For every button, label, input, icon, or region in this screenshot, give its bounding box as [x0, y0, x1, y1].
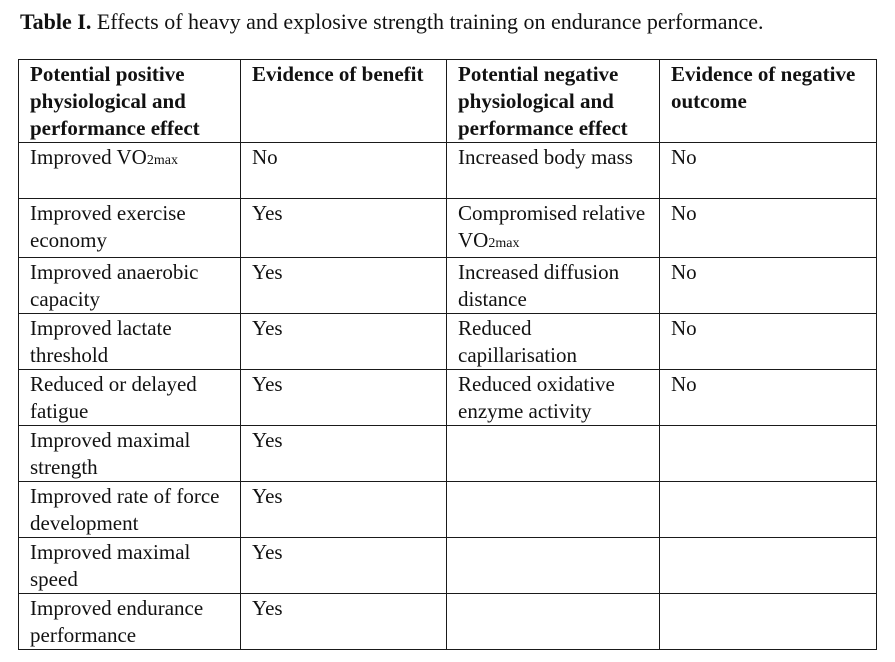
cell-positive-effect-text: Improved maximal strength — [30, 428, 191, 479]
cell-evidence-benefit-text: No — [252, 145, 278, 169]
cell-positive-effect-text: Improved exercise economy — [30, 201, 186, 252]
cell-evidence-negative: No — [659, 198, 877, 258]
cell-evidence-benefit: Yes — [240, 198, 447, 258]
table-row: Reduced or delayed fatigue Yes Reduced oxi… — [18, 369, 877, 426]
cell-evidence-benefit-text: Yes — [252, 316, 283, 340]
cell-positive-effect: Improved maximal strength — [18, 425, 241, 482]
cell-evidence-negative-text: No — [671, 145, 697, 169]
header-negative-effect: Potential negative physiological and per… — [446, 59, 660, 143]
table-row: Improved endurance performance Yes — [18, 593, 877, 650]
cell-positive-effect: Improved rate of force development — [18, 481, 241, 538]
cell-negative-effect-text: Compromised relative VO — [458, 201, 646, 252]
cell-evidence-benefit-text: Yes — [252, 540, 283, 564]
cell-evidence-benefit: Yes — [240, 257, 447, 314]
cell-positive-effect: Improved lactate threshold — [18, 313, 241, 370]
cell-evidence-benefit-text: Yes — [252, 201, 283, 225]
cell-evidence-negative: No — [659, 313, 877, 370]
cell-evidence-negative-text: No — [671, 260, 697, 284]
table-row: Improved VO2max No Increased body mass No — [18, 142, 877, 199]
cell-positive-effect-text: Improved anaerobic capacity — [30, 260, 199, 311]
table-row: Improved rate of force development Yes — [18, 481, 877, 538]
cell-negative-effect — [446, 537, 660, 594]
table-caption-text: Effects of heavy and explosive strength … — [91, 9, 764, 34]
header-evidence-negative: Evidence of negative outcome — [659, 59, 877, 143]
cell-negative-effect-text: Increased body mass — [458, 145, 633, 169]
table-row: Improved maximal strength Yes — [18, 425, 877, 482]
cell-negative-effect-text: Increased diffusion distance — [458, 260, 620, 311]
cell-negative-effect — [446, 593, 660, 650]
cell-negative-effect-text: Reduced capillarisation — [458, 316, 577, 367]
cell-positive-effect: Improved exercise economy — [18, 198, 241, 258]
cell-positive-effect: Improved anaerobic capacity — [18, 257, 241, 314]
cell-evidence-benefit: Yes — [240, 425, 447, 482]
cell-positive-effect: Reduced or delayed fatigue — [18, 369, 241, 426]
cell-positive-effect-text: Improved maximal speed — [30, 540, 191, 591]
cell-positive-effect-text: Improved endurance performance — [30, 596, 204, 647]
cell-evidence-negative: No — [659, 257, 877, 314]
cell-positive-effect-text: Improved rate of force development — [30, 484, 220, 535]
cell-negative-effect: Reduced capillarisation — [446, 313, 660, 370]
cell-evidence-negative-text: No — [671, 316, 697, 340]
cell-positive-effect-text: Improved lactate threshold — [30, 316, 172, 367]
table-row: Improved anaerobic capacity Yes Increased … — [18, 257, 877, 314]
cell-evidence-negative: No — [659, 142, 877, 199]
cell-evidence-benefit: Yes — [240, 313, 447, 370]
table-body: Improved VO2max No Increased body mass No Im… — [18, 142, 877, 650]
cell-positive-effect-text: Reduced or delayed fatigue — [30, 372, 197, 423]
cell-negative-effect: Reduced oxidative enzyme activity — [446, 369, 660, 426]
cell-evidence-negative — [659, 537, 877, 594]
cell-negative-effect-text: Reduced oxidative enzyme activity — [458, 372, 615, 423]
cell-negative-effect: Increased body mass — [446, 142, 660, 199]
cell-positive-effect-text: Improved VO — [30, 145, 147, 169]
cell-evidence-benefit: Yes — [240, 481, 447, 538]
cell-evidence-benefit: Yes — [240, 593, 447, 650]
table-row: Improved exercise economy Yes Compromised … — [18, 198, 877, 258]
cell-evidence-benefit-text: Yes — [252, 260, 283, 284]
cell-evidence-benefit: Yes — [240, 537, 447, 594]
cell-positive-effect: Improved maximal speed — [18, 537, 241, 594]
table-caption: Table I. Effects of heavy and explosive … — [20, 8, 764, 36]
cell-positive-effect: Improved endurance performance — [18, 593, 241, 650]
cell-negative-effect — [446, 425, 660, 482]
cell-evidence-benefit: Yes — [240, 369, 447, 426]
cell-evidence-negative — [659, 481, 877, 538]
cell-negative-effect: Increased diffusion distance — [446, 257, 660, 314]
table-row: Improved lactate threshold Yes Reduced cap… — [18, 313, 877, 370]
cell-evidence-negative-text: No — [671, 372, 697, 396]
cell-evidence-negative — [659, 593, 877, 650]
effects-table: Potential positive physiological and per… — [18, 59, 877, 650]
cell-negative-effect-subscript: 2max — [488, 236, 520, 251]
table-row: Improved maximal speed Yes — [18, 537, 877, 594]
table-caption-label: Table I. — [20, 9, 92, 34]
cell-evidence-benefit-text: Yes — [252, 372, 283, 396]
cell-evidence-benefit-text: Yes — [252, 596, 283, 620]
cell-positive-effect: Improved VO2max — [18, 142, 241, 199]
header-evidence-benefit: Evidence of benefit — [240, 59, 447, 143]
cell-negative-effect: Compromised relative VO2max — [446, 198, 660, 258]
cell-evidence-negative-text: No — [671, 201, 697, 225]
cell-evidence-benefit: No — [240, 142, 447, 199]
cell-evidence-negative — [659, 425, 877, 482]
cell-positive-effect-subscript: 2max — [146, 153, 178, 168]
table-header-row: Potential positive physiological and per… — [18, 59, 877, 143]
cell-evidence-benefit-text: Yes — [252, 484, 283, 508]
cell-negative-effect — [446, 481, 660, 538]
cell-evidence-benefit-text: Yes — [252, 428, 283, 452]
header-positive-effect: Potential positive physiological and per… — [18, 59, 241, 143]
cell-evidence-negative: No — [659, 369, 877, 426]
